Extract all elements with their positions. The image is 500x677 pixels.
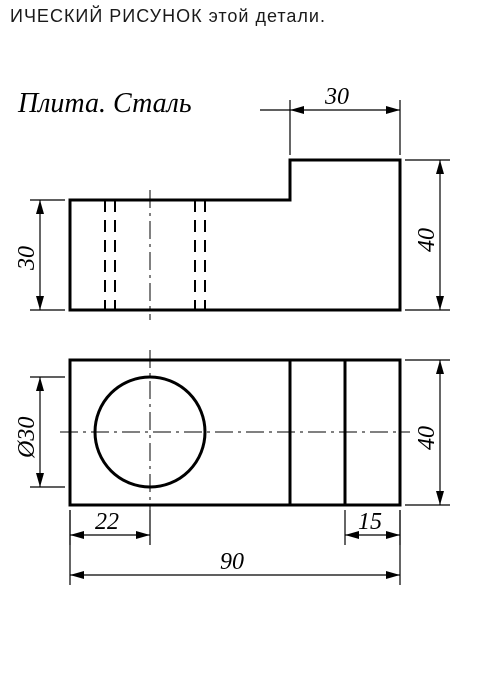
dim-22-text: 22 <box>95 509 119 535</box>
front-outline <box>70 160 400 310</box>
dim-90-text: 90 <box>220 549 244 575</box>
dim-h40: 40 <box>405 160 450 310</box>
dim-h30-text: 30 <box>14 246 40 271</box>
dim-top40-text: 40 <box>414 426 440 450</box>
page: ИЧЕСКИЙ РИСУНОК этой детали. Плита. Стал… <box>0 0 500 677</box>
dim-h40-text: 40 <box>414 228 440 252</box>
dim-15-text: 15 <box>358 509 382 535</box>
dim-22: 22 <box>70 509 150 545</box>
dim-dia30-text: Ø30 <box>14 417 40 459</box>
cutoff-text: ИЧЕСКИЙ РИСУНОК этой детали. <box>10 6 326 27</box>
dim-step-30: 30 <box>260 84 400 155</box>
drawing-svg: 30 30 40 Ø30 4 <box>0 60 500 660</box>
dim-h30: 30 <box>14 200 65 310</box>
dim-dia30: Ø30 <box>14 377 65 487</box>
dim-90: 90 <box>70 510 400 585</box>
dim-step-30-text: 30 <box>324 84 349 110</box>
dim-top40: 40 <box>405 360 450 505</box>
dim-15: 15 <box>345 509 400 545</box>
